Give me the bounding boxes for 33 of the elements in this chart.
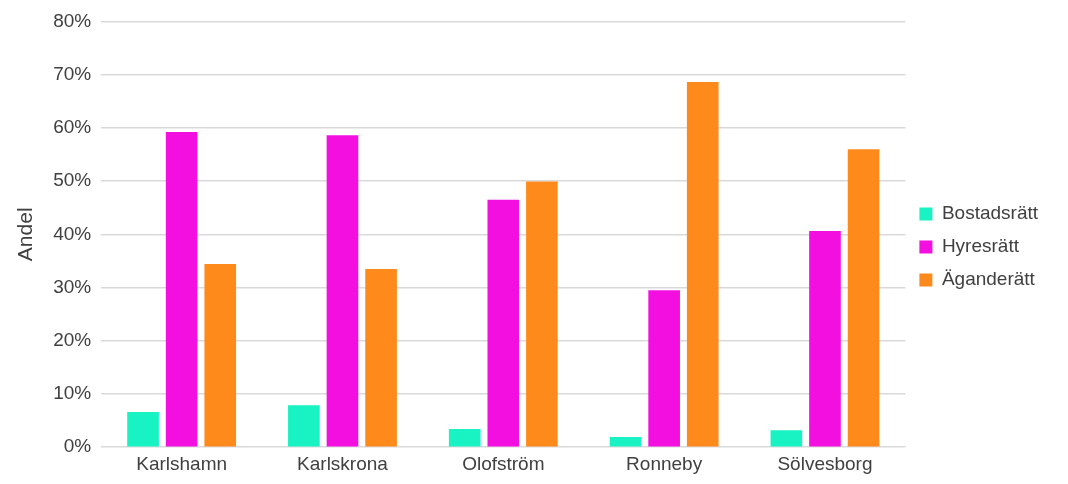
y-tick-label: 50% xyxy=(53,169,92,191)
bar xyxy=(487,199,520,447)
bar xyxy=(526,181,558,447)
bar xyxy=(326,135,359,447)
legend-label: Hyresrätt xyxy=(941,235,1020,257)
legend-label: Äganderätt xyxy=(941,268,1036,290)
y-tick-label: 10% xyxy=(53,382,92,404)
x-tick-label: Sölvesborg xyxy=(777,452,873,474)
bar xyxy=(686,82,719,447)
bar xyxy=(288,405,320,447)
x-tick-label: Karlshamn xyxy=(136,452,228,474)
bar xyxy=(448,429,481,447)
bar xyxy=(127,412,159,447)
y-tick-label: 20% xyxy=(53,328,92,350)
x-tick-label: Karlskrona xyxy=(297,452,389,474)
bar xyxy=(809,231,841,447)
bar xyxy=(365,268,397,447)
y-tick-label: 80% xyxy=(53,9,92,31)
bar xyxy=(648,290,680,447)
y-tick-label: 40% xyxy=(53,222,92,244)
y-tick-label: 30% xyxy=(53,275,92,297)
y-tick-label: 0% xyxy=(63,435,92,457)
x-tick-label: Ronneby xyxy=(626,452,703,474)
bar xyxy=(165,132,198,447)
bar xyxy=(770,430,803,447)
y-axis-title: Andel xyxy=(13,207,37,262)
bar xyxy=(847,149,880,447)
y-tick-label: 60% xyxy=(53,116,92,138)
bar xyxy=(204,264,237,447)
y-tick-label: 70% xyxy=(53,62,92,84)
bar xyxy=(609,437,642,447)
x-tick-label: Olofström xyxy=(462,452,545,474)
legend-label: Bostadsrätt xyxy=(941,202,1039,224)
